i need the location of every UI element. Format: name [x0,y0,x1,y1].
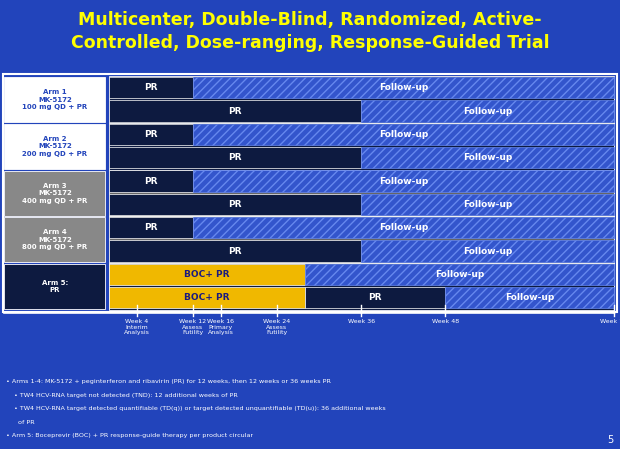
Text: Week 36: Week 36 [348,319,374,324]
Text: PR: PR [144,176,157,185]
FancyBboxPatch shape [361,194,614,215]
Text: PR: PR [144,130,157,139]
FancyBboxPatch shape [108,147,361,168]
FancyBboxPatch shape [4,171,105,216]
FancyBboxPatch shape [108,77,193,98]
FancyBboxPatch shape [361,241,614,262]
FancyBboxPatch shape [108,287,305,308]
FancyBboxPatch shape [193,171,614,192]
Text: Arm 5:
PR: Arm 5: PR [42,280,68,293]
Text: • Arm 5: Boceprevir (BOC) + PR response-guide therapy per product circular: • Arm 5: Boceprevir (BOC) + PR response-… [6,433,254,438]
Text: Follow-up: Follow-up [463,200,512,209]
Text: Week 24
Assess
Futility: Week 24 Assess Futility [264,319,291,335]
Text: Follow-up: Follow-up [505,293,554,302]
FancyBboxPatch shape [108,171,193,192]
FancyBboxPatch shape [4,264,105,309]
FancyBboxPatch shape [108,123,614,170]
FancyBboxPatch shape [108,101,361,122]
FancyBboxPatch shape [108,241,361,262]
FancyBboxPatch shape [361,147,614,168]
FancyBboxPatch shape [361,101,614,122]
FancyBboxPatch shape [108,264,305,285]
FancyBboxPatch shape [108,263,614,310]
Text: Arm 3
MK-5172
400 mg QD + PR: Arm 3 MK-5172 400 mg QD + PR [22,183,87,203]
FancyBboxPatch shape [108,216,614,263]
Text: Follow-up: Follow-up [463,153,512,162]
FancyBboxPatch shape [108,217,193,238]
Text: PR: PR [368,293,382,302]
Text: PR: PR [228,200,242,209]
Text: of PR: of PR [6,420,35,425]
Text: Week 4
Interim
Analysis: Week 4 Interim Analysis [123,319,149,335]
Text: Arm 2
MK-5172
200 mg QD + PR: Arm 2 MK-5172 200 mg QD + PR [22,136,87,157]
Text: Week 16
Primary
Analysis: Week 16 Primary Analysis [207,319,234,335]
FancyBboxPatch shape [108,76,614,123]
Text: PR: PR [228,153,242,162]
FancyBboxPatch shape [193,217,614,238]
Text: Follow-up: Follow-up [379,176,428,185]
FancyBboxPatch shape [445,287,614,308]
FancyBboxPatch shape [193,77,614,98]
Text: PR: PR [228,106,242,115]
Text: PR: PR [228,247,242,255]
Text: BOC+ PR: BOC+ PR [184,293,229,302]
FancyBboxPatch shape [108,124,193,145]
Text: • TW4 HCV-RNA target detected quantifiable (TD(q)) or target detected unquantifi: • TW4 HCV-RNA target detected quantifiab… [6,406,386,411]
FancyBboxPatch shape [4,124,105,169]
Text: BOC+ PR: BOC+ PR [184,270,229,279]
FancyBboxPatch shape [108,194,361,215]
Text: Follow-up: Follow-up [379,130,428,139]
Text: Follow-up: Follow-up [463,106,512,115]
FancyBboxPatch shape [4,77,105,122]
Text: Follow-up: Follow-up [463,247,512,255]
FancyBboxPatch shape [4,217,105,262]
Text: PR: PR [144,83,157,92]
Text: • TW4 HCV-RNA target not detected (TND): 12 additional weeks of PR: • TW4 HCV-RNA target not detected (TND):… [6,393,238,398]
Text: • Arms 1-4: MK-5172 + peginterferon and ribavirin (PR) for 12 weeks, then 12 wee: • Arms 1-4: MK-5172 + peginterferon and … [6,379,331,384]
Text: Multicenter, Double-Blind, Randomized, Active-
Controlled, Dose-ranging, Respons: Multicenter, Double-Blind, Randomized, A… [71,11,549,52]
Text: Week 12
Assess
Futility: Week 12 Assess Futility [179,319,206,335]
FancyBboxPatch shape [193,124,614,145]
Text: Arm 1
MK-5172
100 mg QD + PR: Arm 1 MK-5172 100 mg QD + PR [22,89,87,110]
Text: PR: PR [144,223,157,232]
Text: Arm 4
MK-5172
800 mg QD + PR: Arm 4 MK-5172 800 mg QD + PR [22,229,87,250]
Text: Week 72: Week 72 [600,319,620,324]
FancyBboxPatch shape [108,170,614,216]
Text: Follow-up: Follow-up [379,83,428,92]
Text: Week 48: Week 48 [432,319,459,324]
FancyBboxPatch shape [305,287,445,308]
Text: Follow-up: Follow-up [379,223,428,232]
FancyBboxPatch shape [305,264,614,285]
Text: Follow-up: Follow-up [435,270,484,279]
Text: 5: 5 [608,436,614,445]
